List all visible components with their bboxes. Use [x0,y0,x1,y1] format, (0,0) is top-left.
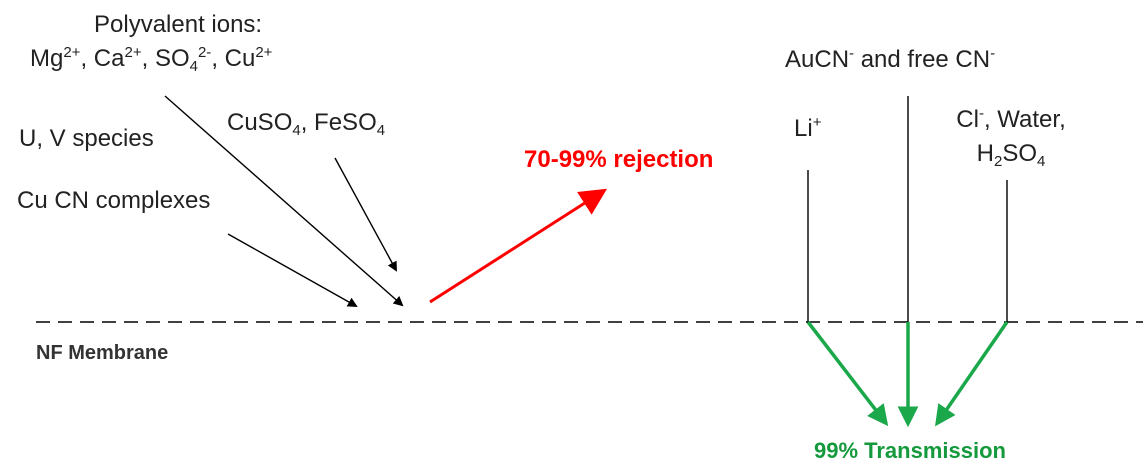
cl-water-line: Cl-, Water, [936,103,1086,137]
h2so4-sub-4: 4 [1037,152,1046,170]
label-cuso4-feso4: CuSO4, FeSO4 [227,109,385,139]
ion-cu-charge: 2+ [255,44,273,61]
polyvalent-ions-list: Mg2+, Ca2+, SO42-, Cu2+ [30,44,273,74]
label-li: Li+ [794,114,822,142]
cl-text: Cl [956,106,979,133]
aucn-charge: - [849,45,855,62]
h2so4-line: H2SO4 [936,137,1086,171]
ion-so4-charge: 2- [197,44,212,61]
free-cn-text: and free CN [854,46,991,73]
ion-so4: SO [154,45,190,72]
arrow-cuso4-feso4 [334,157,397,272]
arrow-rejection [429,188,608,304]
h2so4-h: H [976,139,994,167]
arrow-cu-cn-complexes [227,233,358,307]
ion-so4-subscript: 4 [189,58,198,75]
label-cl-water-h2so4: Cl-, Water, H2SO4 [936,103,1086,170]
li-text: Li [794,115,813,142]
separator: , [300,109,315,136]
separator: , [211,45,225,72]
aucn-text: AuCN [785,46,850,73]
free-cn-charge: - [990,45,996,62]
cl-charge: - [978,105,984,122]
feso4-text: FeSO [314,109,377,136]
ion-mg-charge: 2+ [63,44,81,61]
arrow-transmission-left [806,320,889,427]
separator: , [80,45,94,72]
label-aucn-free-cn: AuCN- and free CN- [785,45,996,73]
label-nf-membrane: NF Membrane [36,342,169,364]
label-cu-cn-complexes: Cu CN complexes [17,187,211,214]
ion-mg: Mg [30,45,64,72]
label-transmission: 99% Transmission [814,438,1006,463]
cuso4-subscript: 4 [292,122,301,139]
label-u-v-species: U, V species [19,125,154,152]
ion-ca-charge: 2+ [124,44,142,61]
ion-ca: Ca [93,45,125,72]
ion-cu: Cu [224,45,256,72]
h2so4-sub-2: 2 [993,152,1003,170]
feso4-subscript: 4 [376,122,386,139]
separator: , [141,45,155,72]
label-rejection: 70-99% rejection [524,146,714,173]
li-charge: + [812,114,822,131]
cuso4-text: CuSO [227,109,293,136]
arrow-transmission-right [935,321,1009,427]
water-text: , Water, [983,106,1066,133]
polyvalent-ions-title: Polyvalent ions: [94,11,263,38]
arrow-polyvalent-ions [164,95,404,307]
h2so4-so: SO [1002,139,1038,167]
